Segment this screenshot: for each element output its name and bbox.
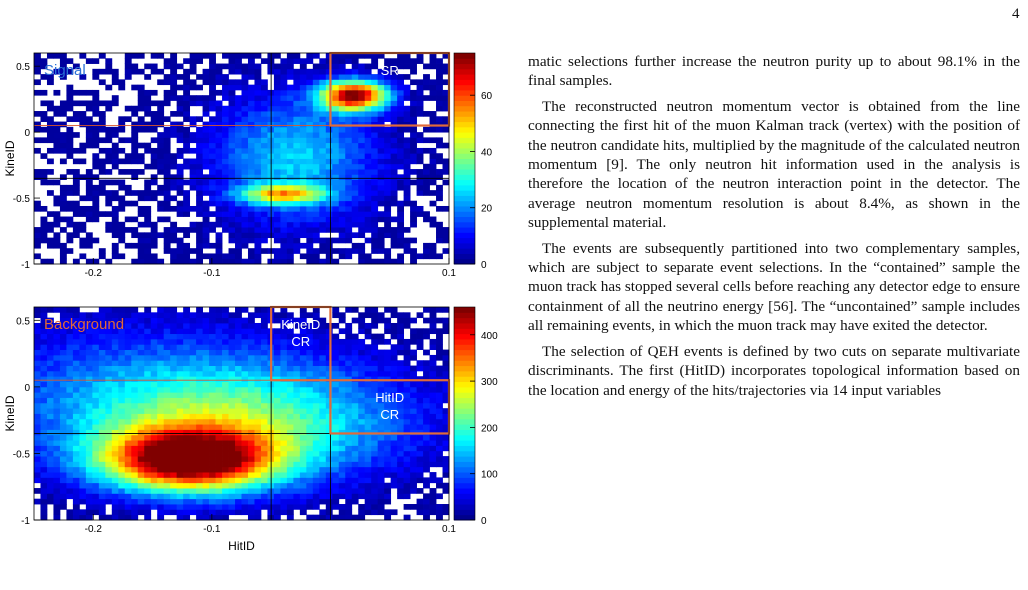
y-tick-label: 0.5 xyxy=(16,62,30,73)
axes-frame xyxy=(33,52,450,265)
signal-panel: SR -0.2 -0.1 0.1 0.5 0 -0.5 -1 Signal KineID 60 40 2… xyxy=(3,51,493,279)
colorbar-tick-label: 60 xyxy=(481,91,493,102)
y-tick-label: -1 xyxy=(21,260,30,271)
x-tick-label: 0.1 xyxy=(442,268,456,279)
heatmap-cells xyxy=(34,307,450,521)
region-label: CR xyxy=(380,407,399,422)
colorbar: 60 40 20 0 xyxy=(453,52,493,271)
x-tick-label: -0.1 xyxy=(203,268,221,279)
colorbar-tick-label: 40 xyxy=(481,147,493,158)
colorbar-tick-label: 0 xyxy=(481,516,487,527)
region-label: CR xyxy=(291,334,310,349)
region-label: KineID xyxy=(281,317,320,332)
colorbar-frame xyxy=(453,52,476,265)
paragraph: The reconstructed neutron momentum vecto… xyxy=(528,97,1020,232)
colorbar-tick-label: 200 xyxy=(481,423,498,434)
region-label: HitID xyxy=(375,390,404,405)
y-tick-label: -0.5 xyxy=(13,449,31,460)
x-tick-label: 0.1 xyxy=(442,524,456,535)
text-column: matic selections further increase the ne… xyxy=(528,52,1020,406)
y-axis-label: KineID xyxy=(3,140,17,176)
x-tick-label: -0.2 xyxy=(85,268,103,279)
colorbar-tick-label: 0 xyxy=(481,260,487,271)
colorbar: 400 300 200 100 0 xyxy=(453,306,498,527)
background-panel: KineID CR HitID CR -0.2 -0.1 0.1 0.5 0 -0.5 -1 Back… xyxy=(3,305,498,553)
panel-label: Background xyxy=(44,316,124,333)
region-label: SR xyxy=(381,63,399,78)
panel-label: Signal xyxy=(44,62,86,79)
colorbar-tick-label: 100 xyxy=(481,470,498,481)
paragraph: matic selections further increase the ne… xyxy=(528,53,1020,90)
x-tick-label: -0.2 xyxy=(85,524,103,535)
heatmap-cells xyxy=(34,53,450,265)
figure: SR -0.2 -0.1 0.1 0.5 0 -0.5 -1 Signal KineID 60 40 2… xyxy=(3,51,498,553)
y-tick-label: -0.5 xyxy=(13,194,31,205)
x-axis-label: HitID xyxy=(228,539,255,553)
y-tick-label: 0 xyxy=(24,383,30,394)
axes-frame xyxy=(33,306,450,521)
x-tick-label: -0.1 xyxy=(203,524,221,535)
paragraph: The selection of QEH events is defined b… xyxy=(528,342,1020,399)
colorbar-frame xyxy=(453,306,476,521)
y-axis-label: KineID xyxy=(3,395,17,431)
colorbar-tick-label: 300 xyxy=(481,377,498,388)
colorbar-tick-label: 20 xyxy=(481,204,493,215)
y-tick-label: 0.5 xyxy=(16,316,30,327)
page-number: 4 xyxy=(1012,6,1020,22)
paragraph: The events are subsequently partitioned … xyxy=(528,239,1020,335)
y-tick-label: -1 xyxy=(21,516,30,527)
y-tick-label: 0 xyxy=(24,128,30,139)
colorbar-tick-label: 400 xyxy=(481,331,498,342)
